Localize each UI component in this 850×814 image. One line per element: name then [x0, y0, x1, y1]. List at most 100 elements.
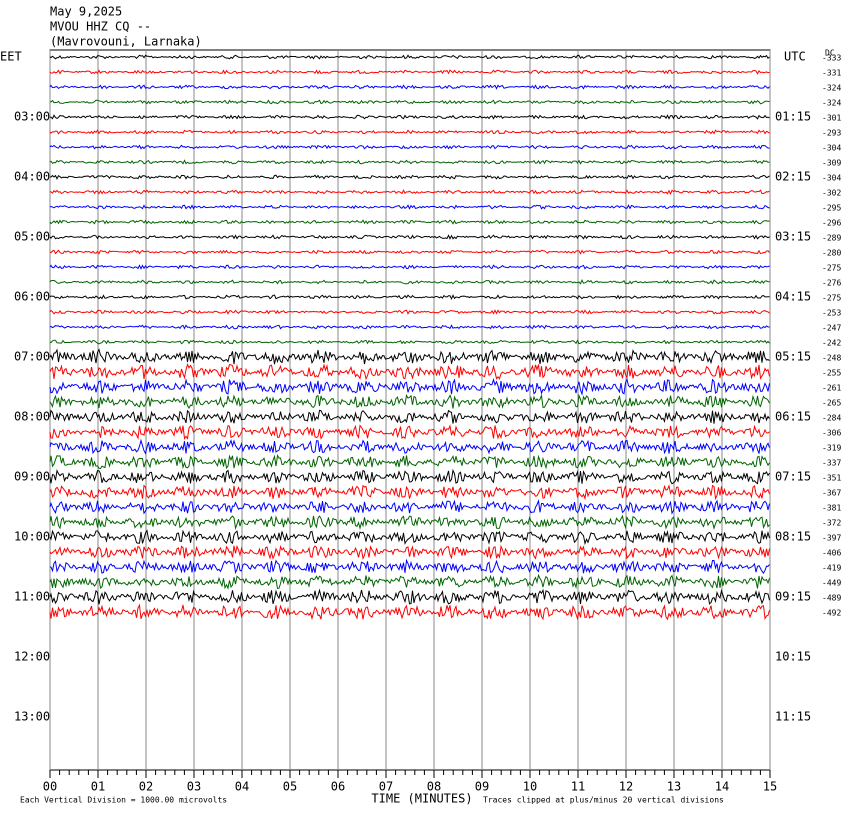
trace: [49, 84, 770, 90]
left-time-label: 11:00: [14, 590, 50, 604]
title-line: May 9,2025: [50, 5, 122, 19]
x-tick-label: 13: [667, 780, 681, 794]
trace: [49, 377, 770, 396]
right-time-label: 09:15: [775, 590, 811, 604]
dc-offset: -449: [822, 579, 841, 588]
x-tick-label: 11: [571, 780, 585, 794]
dc-offset: -304: [822, 174, 841, 183]
x-tick-label: 01: [91, 780, 105, 794]
dc-offset: -306: [822, 429, 841, 438]
right-time-label: 06:15: [775, 410, 811, 424]
dc-offset: -406: [822, 549, 841, 558]
trace: [49, 558, 770, 575]
trace: [49, 129, 770, 135]
trace: [49, 453, 770, 470]
left-time-label: 09:00: [14, 470, 50, 484]
trace: [49, 144, 770, 150]
x-tick-label: 06: [331, 780, 345, 794]
dc-offset: -261: [822, 384, 841, 393]
trace: [49, 294, 770, 300]
dc-offset: -296: [822, 219, 841, 228]
trace: [49, 264, 770, 270]
title-line: MVOU HHZ CQ --: [50, 20, 151, 34]
right-time-label: 02:15: [775, 170, 811, 184]
right-time-zone: UTC: [784, 50, 806, 64]
right-time-label: 10:15: [775, 650, 811, 664]
dc-offset: -253: [822, 309, 841, 318]
trace: [49, 99, 770, 105]
x-tick-label: 04: [235, 780, 249, 794]
trace: [49, 529, 770, 546]
trace: [49, 393, 770, 409]
dc-offset: -309: [822, 159, 841, 168]
dc-offset: -492: [822, 609, 841, 618]
dc-offset: -324: [822, 99, 841, 108]
dc-offset: -381: [822, 504, 841, 513]
dc-offset: -397: [822, 534, 841, 543]
x-tick-label: 10: [523, 780, 537, 794]
right-time-label: 05:15: [775, 350, 811, 364]
left-time-label: 13:00: [14, 710, 50, 724]
left-time-label: 03:00: [14, 110, 50, 124]
left-time-label: 05:00: [14, 230, 50, 244]
trace: [49, 424, 770, 440]
scale-note: Each Vertical Division = 1000.00 microvo…: [20, 796, 227, 805]
x-tick-label: 15: [763, 780, 777, 794]
plot-frame: [49, 49, 771, 771]
dc-offset: -295: [822, 204, 841, 213]
trace: [49, 468, 770, 485]
dc-offset: -324: [822, 84, 841, 93]
dc-offset: -367: [822, 489, 841, 498]
title-line: (Mavrovouni, Larnaka): [50, 35, 202, 49]
dc-offset: -331: [822, 69, 841, 78]
left-time-label: 04:00: [14, 170, 50, 184]
dc-offset: -280: [822, 249, 841, 258]
trace: [49, 279, 770, 285]
x-tick-label: 08: [427, 780, 441, 794]
dc-offset: -275: [822, 264, 841, 273]
dc-offset: -275: [822, 294, 841, 303]
trace: [49, 249, 770, 255]
trace: [49, 573, 770, 590]
dc-offset: -337: [822, 459, 841, 468]
left-time-label: 06:00: [14, 290, 50, 304]
trace: [49, 309, 770, 315]
trace: [49, 348, 770, 365]
trace: [49, 544, 770, 561]
right-time-label: 04:15: [775, 290, 811, 304]
trace: [49, 484, 770, 501]
left-time-label: 10:00: [14, 530, 50, 544]
dc-offset: -293: [822, 129, 841, 138]
x-axis-label: TIME (MINUTES): [371, 792, 472, 806]
trace: [49, 514, 770, 531]
trace: [49, 409, 770, 424]
right-time-label: 08:15: [775, 530, 811, 544]
trace: [49, 204, 770, 210]
trace: [49, 363, 770, 381]
trace: [49, 324, 770, 330]
dc-offset: -265: [822, 399, 841, 408]
x-tick-label: 09: [475, 780, 489, 794]
left-time-label: 12:00: [14, 650, 50, 664]
dc-offset: -302: [822, 189, 841, 198]
left-time-label: 08:00: [14, 410, 50, 424]
dc-offset: -247: [822, 324, 841, 333]
left-time-zone: EET: [0, 50, 22, 64]
x-tick-label: 00: [43, 780, 57, 794]
x-tick-label: 07: [379, 780, 393, 794]
dc-offset: -304: [822, 144, 841, 153]
trace: [49, 54, 770, 60]
right-time-label: 01:15: [775, 110, 811, 124]
dc-offset: -242: [822, 339, 841, 348]
trace: [49, 159, 770, 165]
x-tick-label: 14: [715, 780, 729, 794]
trace: [49, 189, 770, 195]
dc-offset: -419: [822, 564, 841, 573]
dc-offset: -319: [822, 444, 841, 453]
right-time-label: 07:15: [775, 470, 811, 484]
trace: [49, 219, 770, 225]
trace: [50, 174, 770, 180]
x-tick-label: 02: [139, 780, 153, 794]
dc-offset: -255: [822, 369, 841, 378]
